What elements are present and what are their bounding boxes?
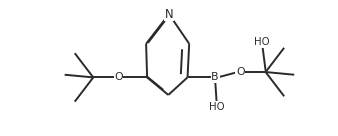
Text: O: O	[236, 67, 245, 77]
Text: B: B	[211, 72, 219, 82]
Text: N: N	[165, 8, 173, 21]
Text: O: O	[114, 72, 123, 82]
Text: HO: HO	[255, 37, 270, 47]
Text: HO: HO	[209, 102, 225, 112]
